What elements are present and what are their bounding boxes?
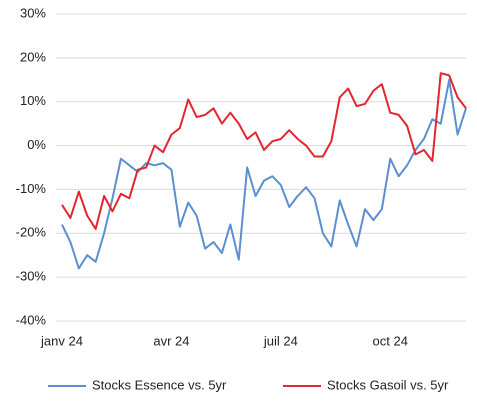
legend-label: Stocks Gasoil vs. 5yr xyxy=(327,377,449,392)
x-tick-label: avr 24 xyxy=(153,333,189,348)
y-tick-label: -40% xyxy=(16,312,47,327)
y-tick-label: 10% xyxy=(20,93,46,108)
y-tick-label: -20% xyxy=(16,225,47,240)
y-tick-label: 30% xyxy=(20,5,46,20)
y-tick-label: -10% xyxy=(16,181,47,196)
x-tick-label: juil 24 xyxy=(263,333,298,348)
legend-label: Stocks Essence vs. 5yr xyxy=(92,377,227,392)
x-tick-label: janv 24 xyxy=(40,333,83,348)
y-tick-label: -30% xyxy=(16,269,47,284)
series-line xyxy=(61,78,467,270)
x-tick-label: oct 24 xyxy=(373,333,408,348)
series-line xyxy=(61,72,467,230)
y-tick-label: 0% xyxy=(27,137,46,152)
y-tick-label: 20% xyxy=(20,49,46,64)
